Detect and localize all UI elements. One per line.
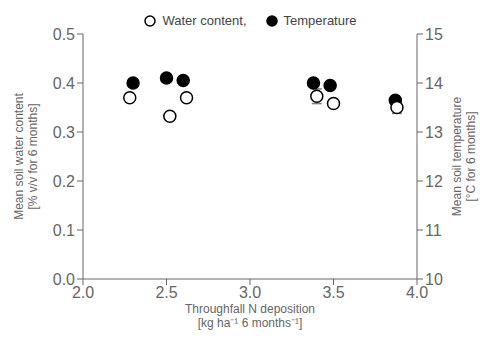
svg-text:3.5: 3.5	[322, 284, 344, 301]
svg-text:0.2: 0.2	[53, 173, 75, 190]
svg-text:12: 12	[425, 173, 443, 190]
svg-text:14: 14	[425, 75, 443, 92]
svg-text:Throughfall N deposition[kg ha: Throughfall N deposition[kg ha⁻¹ 6 month…	[185, 302, 315, 330]
svg-text:3.0: 3.0	[239, 284, 261, 301]
svg-text:2.5: 2.5	[155, 284, 177, 301]
svg-text:15: 15	[425, 26, 443, 43]
svg-text:13: 13	[425, 124, 443, 141]
html-text:Temperature: Temperature	[283, 13, 357, 28]
svg-text:0.4: 0.4	[53, 75, 75, 92]
svg-text:2.0: 2.0	[72, 284, 94, 301]
svg-text:10: 10	[425, 271, 443, 288]
svg-text:0.5: 0.5	[53, 26, 75, 43]
svg-text:Mean soil temperature[°C for 6: Mean soil temperature[°C for 6 months]	[450, 96, 478, 216]
svg-text:0.1: 0.1	[53, 222, 75, 239]
svg-text:0.3: 0.3	[53, 124, 75, 141]
svg-text:Mean soil water content[% v/v: Mean soil water content[% v/v for 6 mont…	[12, 92, 40, 219]
svg-text:4.0: 4.0	[405, 284, 429, 302]
svg-text:0.0: 0.0	[53, 271, 75, 288]
svg-text:11: 11	[425, 222, 442, 239]
html-text:Water content,: Water content,	[162, 13, 247, 28]
